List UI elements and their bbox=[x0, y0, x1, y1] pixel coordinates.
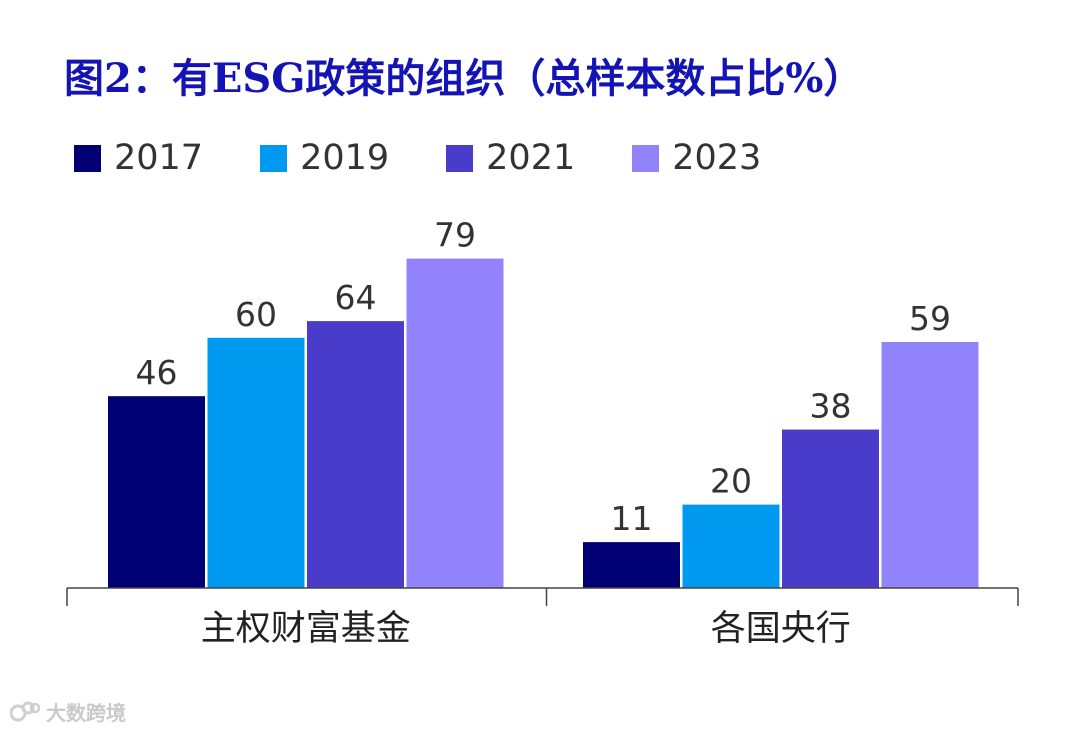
category-label: 各国央行 bbox=[711, 609, 851, 649]
legend: 2017 2019 2021 2023 bbox=[74, 138, 818, 178]
watermark: 大数跨境 bbox=[10, 697, 126, 726]
bar-2021-2 bbox=[782, 429, 879, 588]
bar-2019-1 bbox=[207, 337, 305, 588]
category-label: 主权财富基金 bbox=[201, 609, 411, 649]
legend-item-2023: 2023 bbox=[632, 138, 761, 178]
legend-item-2017: 2017 bbox=[74, 138, 203, 178]
data-label: 38 bbox=[810, 387, 852, 426]
data-label: 11 bbox=[611, 499, 653, 538]
legend-item-2019: 2019 bbox=[260, 138, 389, 178]
legend-label: 2023 bbox=[672, 138, 762, 178]
logo-icon bbox=[10, 701, 40, 721]
data-label: 60 bbox=[235, 295, 277, 334]
data-label: 20 bbox=[710, 462, 752, 501]
legend-swatch bbox=[260, 144, 288, 172]
legend-label: 2017 bbox=[114, 138, 204, 178]
data-label: 79 bbox=[434, 216, 476, 255]
legend-item-2021: 2021 bbox=[446, 138, 575, 178]
bar-2019-2 bbox=[682, 504, 780, 588]
legend-swatch bbox=[74, 144, 101, 172]
legend-label: 2021 bbox=[486, 138, 576, 178]
chart-title: 图2：有ESG政策的组织（总样本数占比%） bbox=[64, 55, 864, 102]
data-label: 59 bbox=[909, 299, 951, 338]
legend-label: 2019 bbox=[300, 138, 390, 178]
bar-2017-2 bbox=[583, 542, 680, 588]
legend-swatch bbox=[632, 144, 660, 172]
bar-2017-1 bbox=[108, 396, 205, 588]
legend-swatch bbox=[446, 144, 474, 172]
data-label: 64 bbox=[335, 278, 377, 317]
bar-2021-1 bbox=[307, 321, 404, 588]
bar-2023-1 bbox=[406, 258, 504, 588]
bar-2023-2 bbox=[881, 341, 979, 588]
watermark-text: 大数跨境 bbox=[46, 701, 126, 725]
data-label: 46 bbox=[136, 353, 178, 392]
